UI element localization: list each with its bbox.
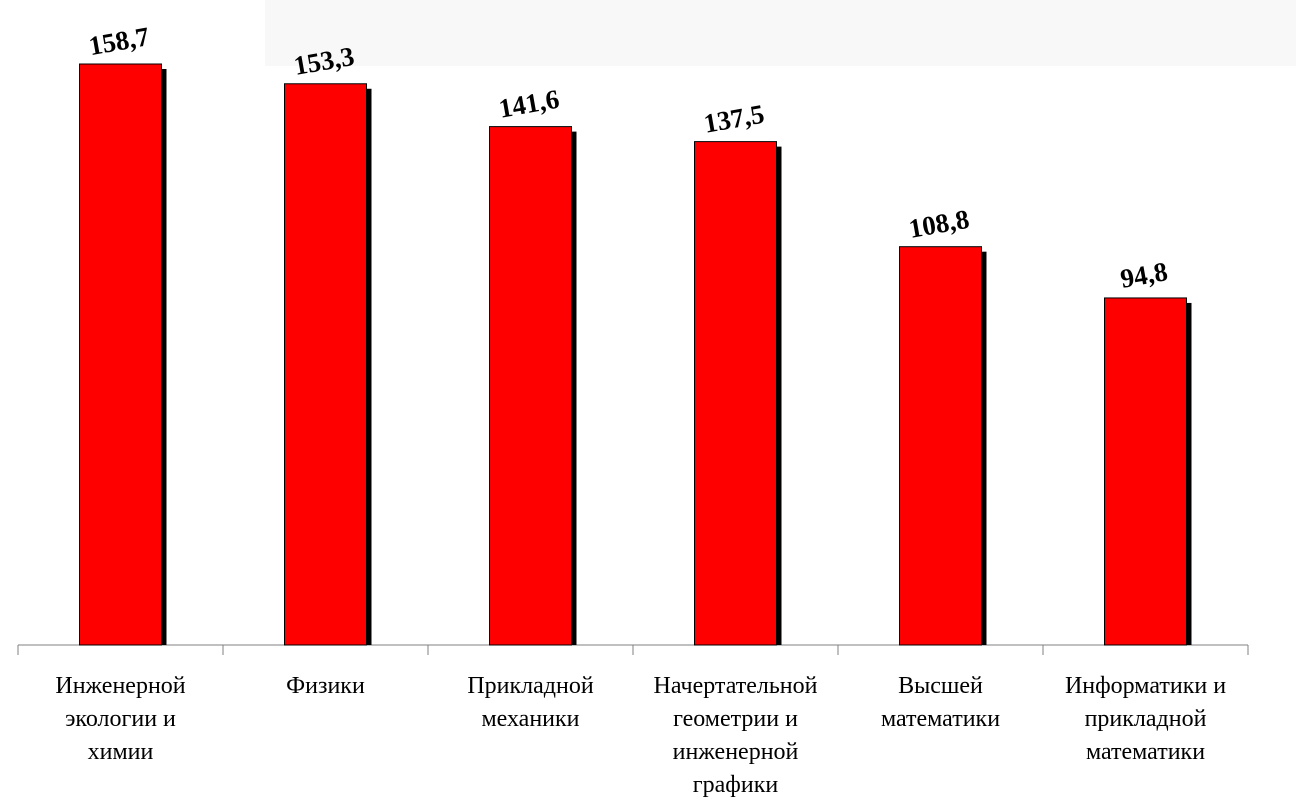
bar (284, 83, 367, 646)
value-label: 158,7 (86, 21, 151, 61)
value-label: 137,5 (701, 99, 766, 139)
x-tick-label: Информатики и прикладной математики (1064, 673, 1227, 765)
x-tick-label: Высшей математики (880, 673, 1001, 732)
x-tick-label: Инженерной экологии и химии (55, 673, 186, 765)
value-label: 108,8 (906, 204, 971, 244)
value-label: 94,8 (1118, 256, 1170, 294)
x-tick-label: Физики (286, 673, 365, 699)
value-label: 141,6 (496, 84, 561, 124)
bar (694, 141, 777, 646)
bar (489, 126, 572, 646)
x-tick-label: Начертательной геометрии и инженерной гр… (653, 673, 818, 798)
x-tick-label: Прикладной механики (467, 673, 594, 732)
bar (79, 63, 162, 646)
bar (1104, 297, 1187, 646)
plot-backdrop (265, 0, 1296, 66)
bar (899, 246, 982, 646)
